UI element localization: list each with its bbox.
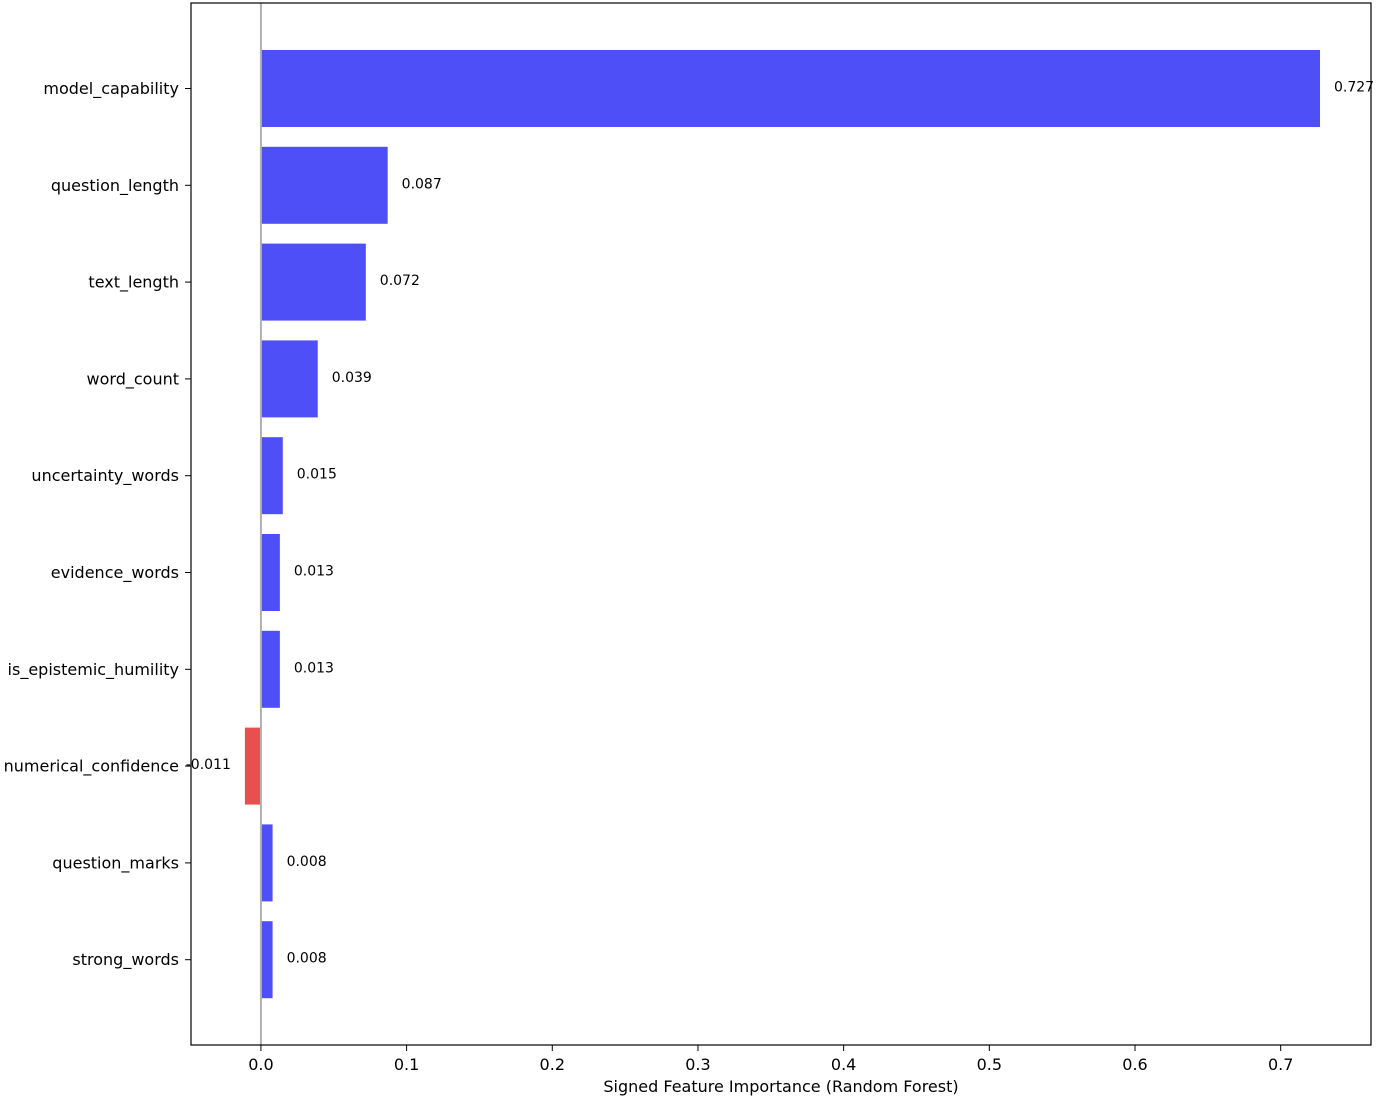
bar-question-marks [260,824,273,902]
value-label: 0.727 [1334,80,1374,96]
x-tick-label: 0.4 [831,1055,856,1074]
value-label: 0.008 [287,951,327,967]
value-label: 0.008 [287,854,327,870]
value-labels-group: 0.727 0.087 0.072 0.039 0.015 0.013 0.013 -0.01… [186,80,1374,967]
bar-is-epistemic-humility [260,630,280,708]
value-label: 0.015 [297,467,337,483]
y-tick-label: model_capability [43,79,179,99]
y-tick-label: question_marks [52,853,179,873]
bar-text-length [260,243,366,321]
bar-numerical-confidence [244,727,261,805]
value-label: 0.013 [294,660,334,676]
bar-evidence-words [260,534,280,611]
value-label: -0.011 [186,757,231,773]
x-tick-label: 0.7 [1268,1055,1293,1074]
axes-frame [190,2,1372,1046]
y-tick-label: evidence_words [51,563,179,583]
y-tick-label: strong_words [72,950,179,970]
bar-uncertainty-words [260,437,283,515]
y-tick-label: uncertainty_words [31,466,179,486]
y-tick-label: question_length [51,176,179,196]
value-label: 0.072 [380,273,420,289]
bar-question-length [260,146,388,224]
x-axis-label: Signed Feature Importance (Random Forest… [603,1077,958,1096]
x-tick-label: 0.1 [394,1055,419,1074]
x-tick-label: 0.2 [540,1055,565,1074]
y-tick-label: text_length [88,273,179,293]
x-tick-label: 0.5 [977,1055,1002,1074]
value-label: 0.013 [294,564,334,580]
y-tick-label: word_count [87,369,179,389]
bar-word-count [260,340,318,418]
y-tick-label: is_epistemic_humility [8,660,179,680]
x-tick-label: 0.6 [1122,1055,1147,1074]
y-tick-label: numerical_confidence [4,757,179,777]
x-axis: 0.0 0.1 0.2 0.3 0.4 0.5 0.6 0.7 [248,1045,1293,1074]
bar-strong-words [260,921,273,999]
bars-group [244,50,1321,999]
x-tick-label: 0.0 [248,1055,273,1074]
y-axis: model_capability question_length text_leng… [4,79,191,970]
value-label: 0.039 [332,370,372,386]
bar-model-capability [260,50,1321,127]
x-tick-label: 0.3 [685,1055,710,1074]
value-label: 0.087 [402,176,442,192]
